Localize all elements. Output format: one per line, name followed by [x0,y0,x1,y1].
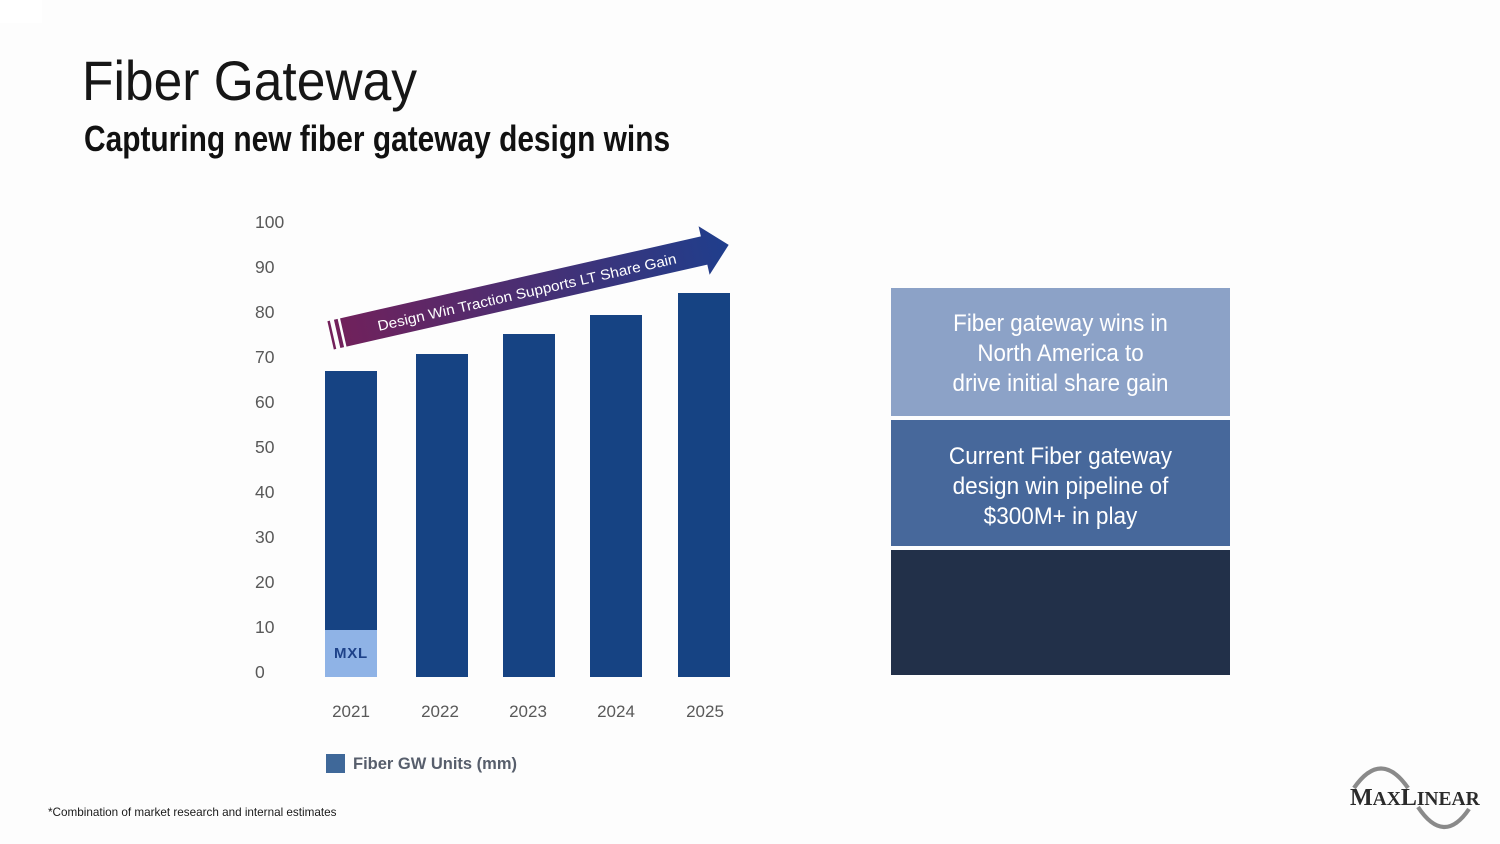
svg-text:MAXLINEAR: MAXLINEAR [1350,785,1481,811]
svg-text:Design Win Traction Supports L: Design Win Traction Supports LT Share Ga… [376,251,678,334]
